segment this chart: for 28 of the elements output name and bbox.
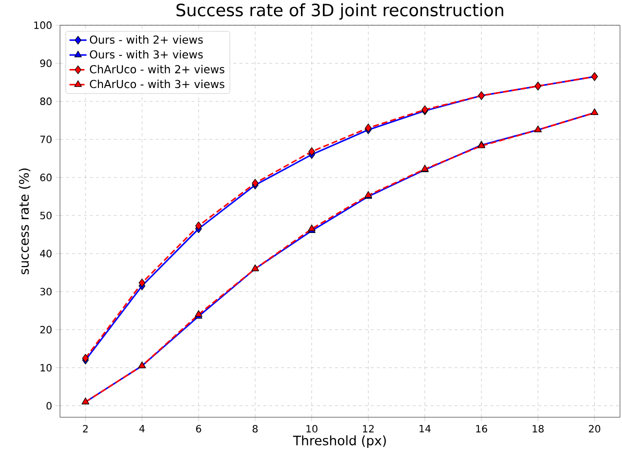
x-tick-label: 2 bbox=[83, 424, 88, 432]
y-tick-label: 10 bbox=[40, 364, 52, 372]
x-tick-label: 16 bbox=[476, 424, 488, 432]
x-tick-label: 4 bbox=[139, 424, 145, 432]
legend-label: Ours - with 3+ views bbox=[90, 50, 203, 58]
legend-label: ChArUco - with 3+ views bbox=[90, 80, 224, 88]
x-tick-label: 14 bbox=[420, 424, 431, 432]
chart-title: Success rate of 3D joint reconstruction bbox=[176, 3, 504, 20]
y-tick-label: 40 bbox=[40, 250, 52, 258]
y-tick-label: 20 bbox=[40, 326, 52, 334]
x-tick-label: 20 bbox=[588, 424, 600, 432]
y-tick-label: 70 bbox=[40, 136, 52, 144]
y-tick-label: 0 bbox=[46, 402, 52, 410]
y-tick-label: 50 bbox=[40, 212, 52, 220]
x-tick-label: 8 bbox=[252, 424, 258, 432]
x-tick-label: 12 bbox=[363, 424, 374, 432]
legend-label: ChArUco - with 2+ views bbox=[90, 64, 224, 74]
legend-label: Ours - with 2+ views bbox=[90, 35, 203, 44]
y-tick-label: 100 bbox=[34, 21, 52, 29]
y-tick-label: 80 bbox=[40, 97, 52, 105]
x-axis-title: Threshold (px) bbox=[293, 435, 386, 448]
y-axis-title: success rate (%) bbox=[18, 168, 30, 274]
y-tick-label: 60 bbox=[40, 174, 52, 182]
x-tick-label: 6 bbox=[196, 424, 202, 432]
x-tick-label: 10 bbox=[306, 424, 318, 432]
y-tick-label: 30 bbox=[40, 288, 52, 296]
x-tick-label: 18 bbox=[532, 424, 544, 432]
y-tick-label: 90 bbox=[40, 59, 52, 67]
